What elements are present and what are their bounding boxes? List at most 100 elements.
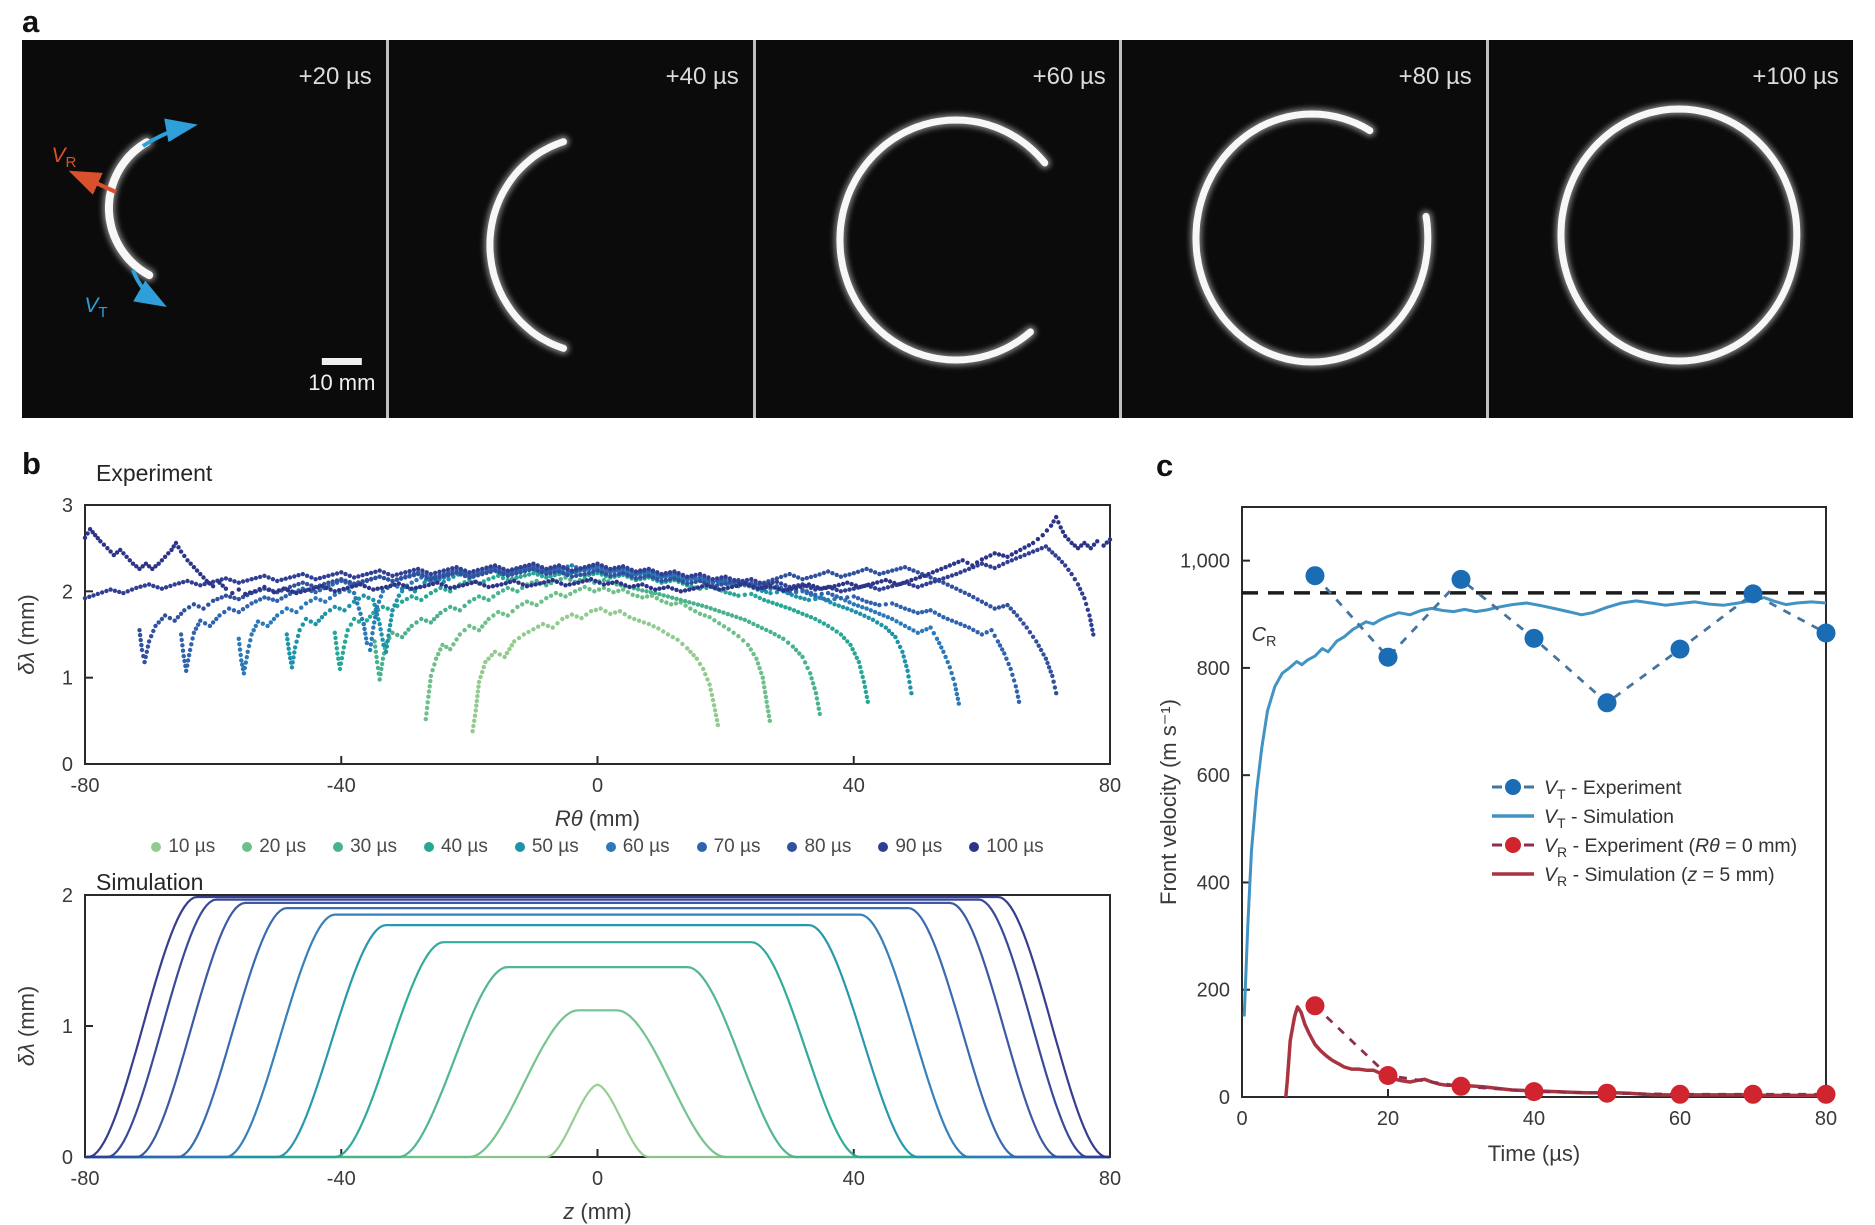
x-tick-label: 80 [1099, 775, 1121, 797]
data-point-VT-Experiment [1743, 584, 1763, 604]
legend-item: 80 µs [787, 836, 851, 858]
scale-bar [321, 358, 362, 365]
sim-curve-90µs [85, 898, 1110, 1159]
y-tick-label: 0 [62, 1147, 73, 1169]
panel-a-label: a [22, 4, 40, 39]
data-point-VR-Experiment [1670, 1084, 1690, 1104]
sim-curve-70µs [85, 907, 1110, 1159]
legend-item: 30 µs [333, 836, 397, 858]
data-point-VR-Experiment [1451, 1076, 1471, 1096]
legend-dot-icon [696, 842, 707, 852]
sim-curve-100µs [85, 895, 1110, 1159]
plasma-ring [836, 116, 1048, 364]
legend-label: 100 µs [986, 836, 1044, 857]
legend-item: 100 µs [969, 836, 1044, 858]
frame-timestamp: +60 µs [1032, 63, 1105, 90]
cr-label: CR [1252, 624, 1277, 650]
data-point-VT-Experiment [1451, 569, 1471, 589]
legend-dot-icon [787, 842, 798, 852]
panel-b-label: b [22, 446, 41, 481]
legend-dot-icon [605, 842, 616, 852]
x-tick-label: -80 [71, 775, 100, 797]
data-point-VT-Experiment [1378, 647, 1398, 667]
time-legend: 10 µs 20 µs 30 µs 40 µs 50 µs 60 µs 70 µs 80 µs… [85, 836, 1110, 858]
legend-label: 70 µs [713, 836, 761, 857]
legend-label: 90 µs [895, 836, 943, 857]
x-tick-label: 40 [1523, 1108, 1545, 1130]
legend-label: 40 µs [440, 836, 488, 857]
x-tick-label: -80 [71, 1168, 100, 1190]
simulation-plot-title: Simulation [96, 869, 204, 895]
legend-dot-icon [878, 842, 889, 852]
scatter-series-20µs [423, 584, 772, 723]
legend-item: 40 µs [423, 836, 488, 858]
plasma-ring [1192, 110, 1432, 366]
x-tick-label: -40 [327, 1168, 356, 1190]
snapshot-frame-5: +100 µs [1489, 40, 1853, 418]
data-point-VR-Experiment [1305, 996, 1325, 1016]
x-tick-label: 0 [1236, 1108, 1247, 1130]
plasma-ring [104, 138, 154, 280]
legend-item: 90 µs [878, 836, 942, 858]
plot-box [84, 894, 1111, 1158]
legend-item: 70 µs [696, 836, 761, 858]
sim-curve-60µs [85, 913, 1110, 1159]
data-point-VT-Experiment [1816, 623, 1836, 643]
snapshot-frame-1: +20 µs VR VT 10 mm [22, 40, 386, 418]
experiment-plot-title: Experiment [96, 460, 213, 486]
y-tick-label: 400 [1197, 872, 1230, 894]
snapshot-frame-2: +40 µs [388, 40, 753, 418]
y-tick-label: 0 [1219, 1087, 1230, 1109]
x-tick-label: 20 [1377, 1108, 1399, 1130]
legend-dot-icon [242, 842, 253, 852]
dashed-connector-VR-Experiment [1314, 1004, 1826, 1096]
data-point-VT-Experiment [1524, 628, 1544, 648]
legend-item: 50 µs [514, 836, 579, 858]
legend-label: 20 µs [259, 836, 307, 857]
line-VT-Simulation [1242, 596, 1827, 1017]
x-tick-label: 0 [592, 775, 603, 797]
y-tick-label: 0 [62, 754, 73, 776]
x-tick-label: -40 [327, 775, 356, 797]
legend-label: 50 µs [531, 836, 579, 857]
y-tick-label: 600 [1197, 765, 1230, 787]
snapshot-strip: +20 µs VR VT 10 mm +40 µs +60 µs +80 µs +100 µs [22, 40, 1853, 418]
legend-dot-icon [1505, 779, 1521, 795]
data-point-VR-Experiment [1524, 1082, 1544, 1102]
scale-bar-label: 10 mm [308, 370, 375, 395]
legend-label: 10 µs [168, 836, 216, 857]
sim-curve-50µs [85, 924, 1110, 1159]
x-axis-label: Rθ (mm) [555, 806, 640, 831]
y-tick-label: 200 [1197, 980, 1230, 1002]
snapshot-frame-4: +80 µs [1122, 40, 1487, 418]
frame-timestamp: +80 µs [1399, 63, 1472, 90]
plot-box [84, 504, 1111, 765]
x-tick-label: 40 [843, 1168, 865, 1190]
vt-label: VT [84, 294, 107, 321]
legend-item: 10 µs [151, 836, 215, 858]
frame-timestamp: +100 µs [1753, 63, 1839, 90]
dashed-connector-VT-Experiment [1313, 574, 1827, 705]
legend-label: 80 µs [804, 836, 852, 857]
y-tick-label: 1 [62, 668, 73, 690]
y-tick-label: 2 [62, 581, 73, 603]
plot-box [1241, 506, 1827, 1098]
y-tick-label: 2 [62, 885, 73, 907]
vr-arrow [68, 170, 117, 195]
data-point-VR-Experiment [1743, 1084, 1763, 1104]
y-axis-label: δλ (mm) [14, 986, 39, 1066]
legend-entry-label: VT - Experiment [1544, 777, 1682, 802]
experiment-chart: -80 -40 0 40 80 0 1 2 3 δλ (mm) Rθ (mm) [14, 495, 1121, 831]
legend-label: 60 µs [622, 836, 670, 857]
panel-c-label: c [1156, 448, 1174, 483]
plasma-ring [486, 138, 567, 352]
sim-curve-80µs [85, 901, 1110, 1159]
snapshot-frame-3: +60 µs [755, 40, 1120, 418]
y-tick-label: 3 [62, 495, 73, 517]
scatter-series-100µs [82, 514, 1113, 597]
legend-dot-icon [1505, 837, 1521, 853]
sim-curve-40µs [85, 941, 1110, 1159]
data-point-VT-Experiment [1597, 693, 1617, 713]
x-tick-label: 0 [592, 1168, 603, 1190]
